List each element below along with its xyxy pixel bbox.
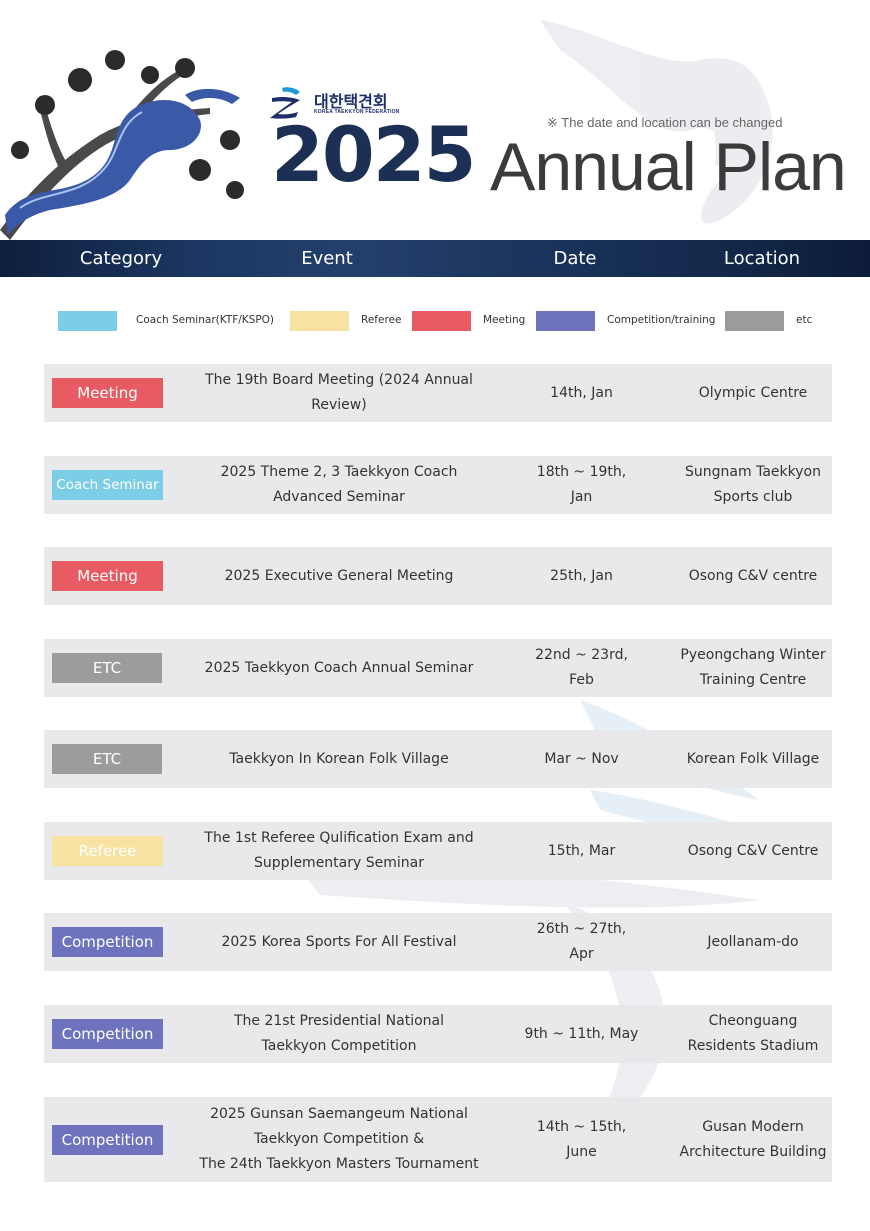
date-cell: 14th, Jan (524, 364, 639, 422)
legend-swatch-coach-seminar (58, 311, 117, 331)
event-date: 18th ~ 19th, Jan (536, 464, 627, 505)
schedule-row: Competition 2025 Gunsan Saemangeum Natio… (44, 1097, 832, 1182)
event-date: 25th, Jan (550, 567, 613, 584)
date-cell: 25th, Jan (524, 547, 639, 605)
column-header-location: Location (723, 248, 801, 269)
event-name: 2025 Taekkyon Coach Annual Seminar (204, 659, 474, 676)
date-cell: 15th, Mar (524, 822, 639, 880)
location-cell: Gusan Modern Architecture Building (672, 1097, 834, 1182)
event-name: 2025 Theme 2, 3 Taekkyon Coach Advanced … (220, 464, 458, 505)
event-cell: 2025 Taekkyon Coach Annual Seminar (176, 639, 502, 697)
event-location: Osong C&V Centre (687, 842, 819, 859)
event-cell: Taekkyon In Korean Folk Village (176, 730, 502, 788)
event-date: 15th, Mar (547, 842, 616, 859)
location-cell: Sungnam Taekkyon Sports club (672, 456, 834, 514)
event-name: The 19th Board Meeting (2024 Annual Revi… (205, 372, 473, 413)
location-cell: Korean Folk Village (672, 730, 834, 788)
federation-name-korean: 대한택견회 (314, 92, 388, 111)
location-cell: Olympic Centre (672, 364, 834, 422)
event-name: Taekkyon In Korean Folk Village (229, 750, 449, 767)
plan-year: 2025 (271, 110, 477, 199)
event-name: 2025 Executive General Meeting (224, 567, 454, 584)
event-date: Mar ~ Nov (544, 750, 619, 767)
category-badge: Meeting (52, 378, 163, 408)
category-badge: ETC (52, 744, 162, 774)
legend-label-coach-seminar: Coach Seminar(KTF/KSPO) (136, 314, 275, 326)
location-cell: Cheonguang Residents Stadium (672, 1005, 834, 1063)
column-header-event: Event (301, 248, 353, 269)
date-cell: 22nd ~ 23rd, Feb (524, 639, 639, 697)
category-badge: Competition (52, 1124, 163, 1155)
event-name: 2025 Gunsan Saemangeum National Taekkyon… (199, 1106, 479, 1172)
event-cell: 2025 Theme 2, 3 Taekkyon Coach Advanced … (176, 456, 502, 514)
event-date: 14th, Jan (550, 384, 613, 401)
event-date: 26th ~ 27th, Apr (536, 921, 627, 962)
event-location: Jeollanam-do (707, 933, 799, 950)
category-badge: Competition (52, 927, 163, 957)
location-cell: Osong C&V centre (672, 547, 834, 605)
event-name: The 1st Referee Qulification Exam and Su… (204, 830, 474, 871)
date-cell: Mar ~ Nov (524, 730, 639, 788)
location-cell: Pyeongchang Winter Training Centre (672, 639, 834, 697)
legend-label-meeting: Meeting (483, 314, 526, 326)
federation-logo: 대한택견회 KOREA TAEKKYON FEDERATION (268, 84, 403, 124)
legend-label-etc: etc (796, 314, 813, 326)
date-cell: 26th ~ 27th, Apr (524, 913, 639, 971)
date-cell: 9th ~ 11th, May (524, 1005, 639, 1063)
column-header-category: Category (79, 248, 163, 269)
event-cell: 2025 Korea Sports For All Festival (176, 913, 502, 971)
legend-swatch-competition (536, 311, 595, 331)
date-cell: 18th ~ 19th, Jan (524, 456, 639, 514)
change-notice: ※ The date and location can be changed (547, 115, 783, 130)
event-cell: 2025 Gunsan Saemangeum National Taekkyon… (176, 1097, 502, 1182)
event-name: 2025 Korea Sports For All Festival (221, 933, 457, 950)
location-cell: Osong C&V Centre (672, 822, 834, 880)
event-location: Sungnam Taekkyon Sports club (685, 464, 821, 505)
legend-swatch-meeting (412, 311, 471, 331)
category-badge: Referee (52, 836, 163, 866)
schedule-row: Competition 2025 Korea Sports For All Fe… (44, 913, 832, 971)
event-cell: The 21st Presidential National Taekkyon … (176, 1005, 502, 1063)
page-title: Annual Plan (490, 129, 847, 205)
category-badge: Coach Seminar (52, 470, 163, 500)
event-location: Korean Folk Village (686, 750, 820, 767)
legend-swatch-referee (290, 311, 349, 331)
schedule-row: Meeting 2025 Executive General Meeting 2… (44, 547, 832, 605)
event-cell: The 19th Board Meeting (2024 Annual Revi… (176, 364, 502, 422)
event-name: The 21st Presidential National Taekkyon … (234, 1013, 444, 1054)
event-location: Cheonguang Residents Stadium (687, 1013, 819, 1054)
date-cell: 14th ~ 15th, June (524, 1097, 639, 1182)
schedule-row: Referee The 1st Referee Qulification Exa… (44, 822, 832, 880)
event-cell: The 1st Referee Qulification Exam and Su… (176, 822, 502, 880)
federation-name-english: KOREA TAEKKYON FEDERATION (314, 109, 400, 115)
event-location: Olympic Centre (698, 384, 808, 401)
schedule-row: ETC 2025 Taekkyon Coach Annual Seminar 2… (44, 639, 832, 697)
schedule-row: Meeting The 19th Board Meeting (2024 Ann… (44, 364, 832, 422)
legend-label-competition: Competition/training (607, 314, 716, 326)
event-location: Osong C&V centre (688, 567, 818, 584)
table-header: Category Event Date Location (0, 240, 870, 277)
category-badge: ETC (52, 653, 162, 683)
location-cell: Jeollanam-do (672, 913, 834, 971)
event-cell: 2025 Executive General Meeting (176, 547, 502, 605)
category-badge: Meeting (52, 561, 163, 591)
event-location: Gusan Modern Architecture Building (679, 1118, 827, 1160)
legend-label-referee: Referee (361, 314, 402, 326)
event-date: 22nd ~ 23rd, Feb (535, 647, 628, 688)
federation-logo-icon (270, 87, 300, 119)
legend-swatch-etc (725, 311, 784, 331)
schedule-row: Competition The 21st Presidential Nation… (44, 1005, 832, 1063)
category-badge: Competition (52, 1019, 163, 1049)
schedule-row: ETC Taekkyon In Korean Folk Village Mar … (44, 730, 832, 788)
schedule-row: Coach Seminar 2025 Theme 2, 3 Taekkyon C… (44, 456, 832, 514)
pine-tree-dragon-illustration (0, 50, 244, 240)
event-location: Pyeongchang Winter Training Centre (680, 647, 826, 688)
event-date: 14th ~ 15th, June (536, 1118, 627, 1160)
column-header-date: Date (553, 248, 597, 269)
event-date: 9th ~ 11th, May (524, 1025, 639, 1042)
